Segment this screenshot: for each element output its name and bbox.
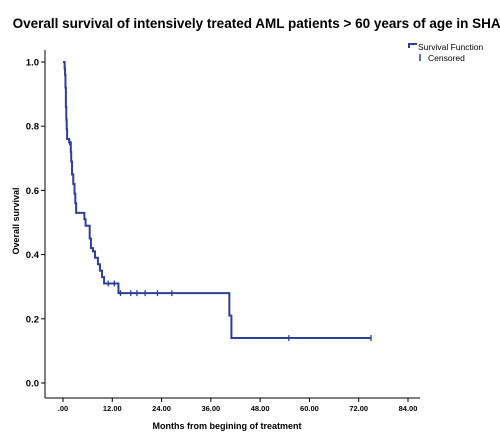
legend-line-icon — [408, 43, 417, 48]
y-tick-label: 0.4 — [26, 250, 40, 261]
y-tick-label: 1.0 — [26, 58, 39, 69]
x-tick-label: 36.00 — [201, 404, 220, 413]
x-tick-label: 48.00 — [251, 404, 270, 413]
x-axis-label: Months from begining of treatment — [153, 421, 302, 431]
x-tick-label: 72.00 — [349, 404, 368, 413]
legend-label-censored: Censored — [428, 53, 465, 63]
series-layer — [63, 61, 372, 340]
x-tick-label: 24.00 — [152, 404, 171, 413]
y-tick-label: 0.6 — [26, 186, 39, 197]
legend: Survival Function Censored — [408, 42, 483, 63]
y-axis-label: Overall survival — [11, 187, 21, 254]
y-tick-label: 0.2 — [26, 314, 39, 325]
survival-curve — [63, 61, 372, 340]
censor-layer — [68, 139, 372, 342]
chart-title: Overall survival of intensively treated … — [13, 16, 500, 31]
x-tick-label: .00 — [58, 404, 68, 413]
x-ticks: .00 12.00 24.00 36.00 48.00 60.00 72.00 84.00 — [58, 398, 418, 413]
x-tick-label: 60.00 — [300, 404, 319, 413]
y-tick-label: 0.8 — [26, 122, 39, 133]
x-tick-label: 12.00 — [103, 404, 122, 413]
legend-label-survival: Survival Function — [418, 42, 483, 52]
x-tick-label: 84.00 — [399, 404, 418, 413]
y-ticks: 0.0 0.2 0.4 0.6 0.8 1.0 — [26, 58, 45, 390]
y-tick-label: 0.0 — [26, 379, 39, 390]
